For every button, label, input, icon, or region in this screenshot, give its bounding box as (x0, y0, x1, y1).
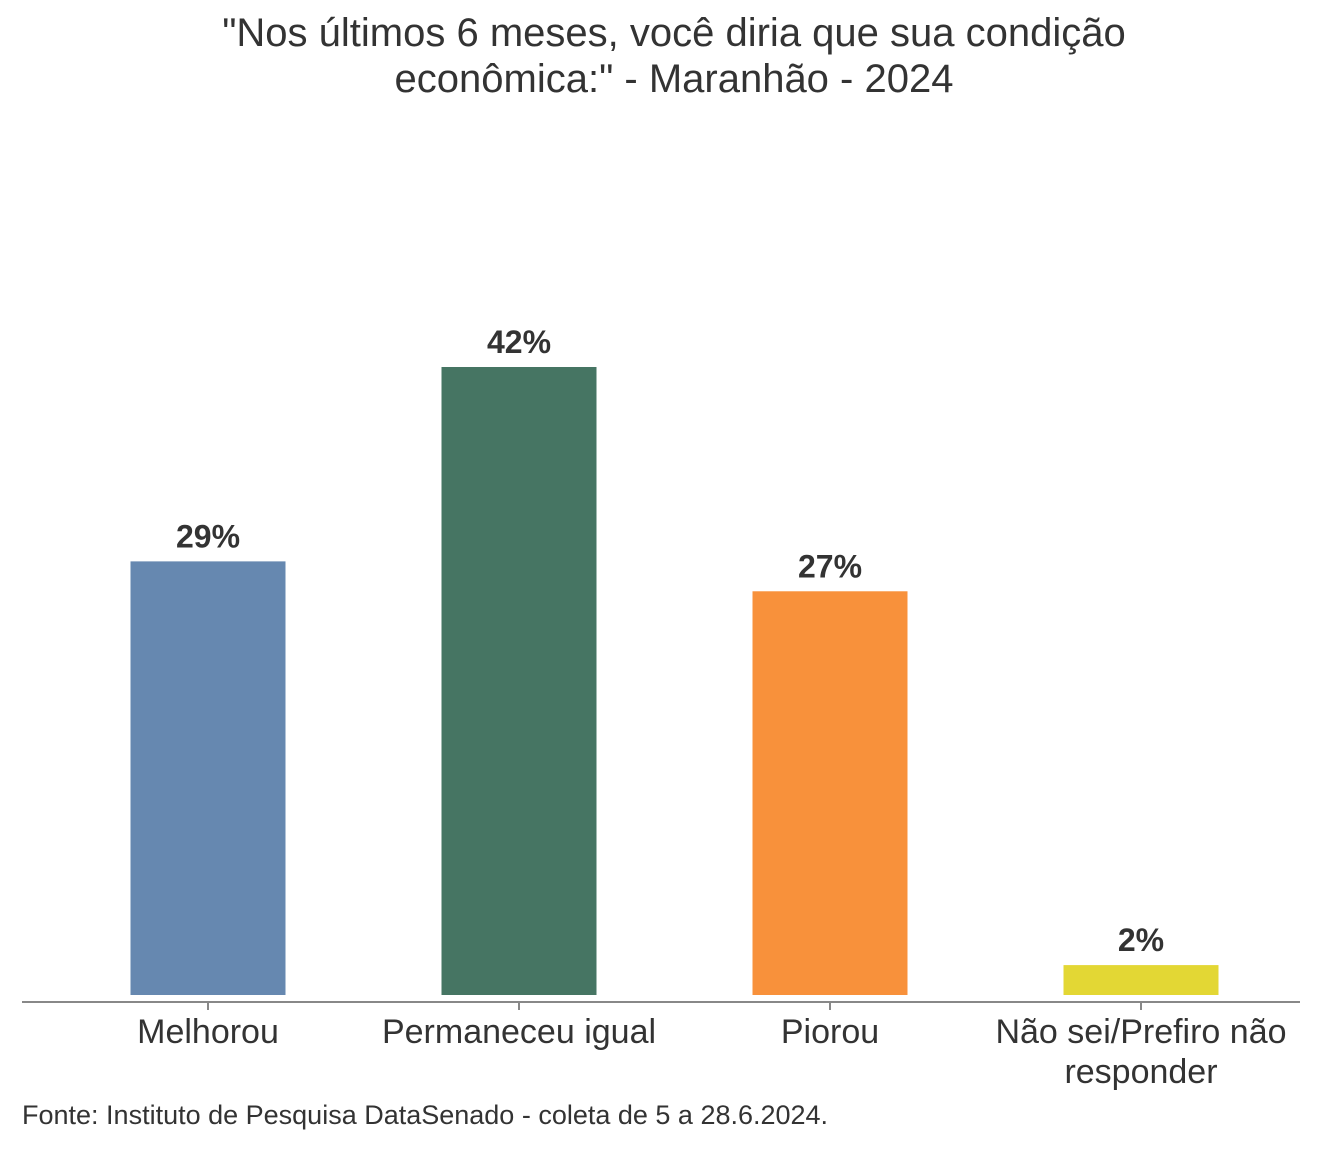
x-tick-label: Piorou (780, 1013, 880, 1051)
x-tick-label: Não sei/Prefiro não responder (995, 1013, 1287, 1091)
bar (752, 591, 908, 995)
x-tick-label: Permaneceu igual (381, 1013, 657, 1051)
value-label: 29% (176, 518, 240, 554)
chart-title: "Nos últimos 6 meses, você diria que sua… (222, 11, 1126, 101)
value-label: 2% (1118, 922, 1164, 958)
bar (1063, 965, 1219, 995)
value-label: 27% (798, 548, 862, 584)
value-label: 42% (487, 324, 551, 360)
x-tick-label: Melhorou (137, 1013, 279, 1051)
bar (130, 561, 286, 995)
source-note: Fonte: Instituto de Pesquisa DataSenado … (22, 1100, 829, 1130)
bar (441, 367, 597, 995)
